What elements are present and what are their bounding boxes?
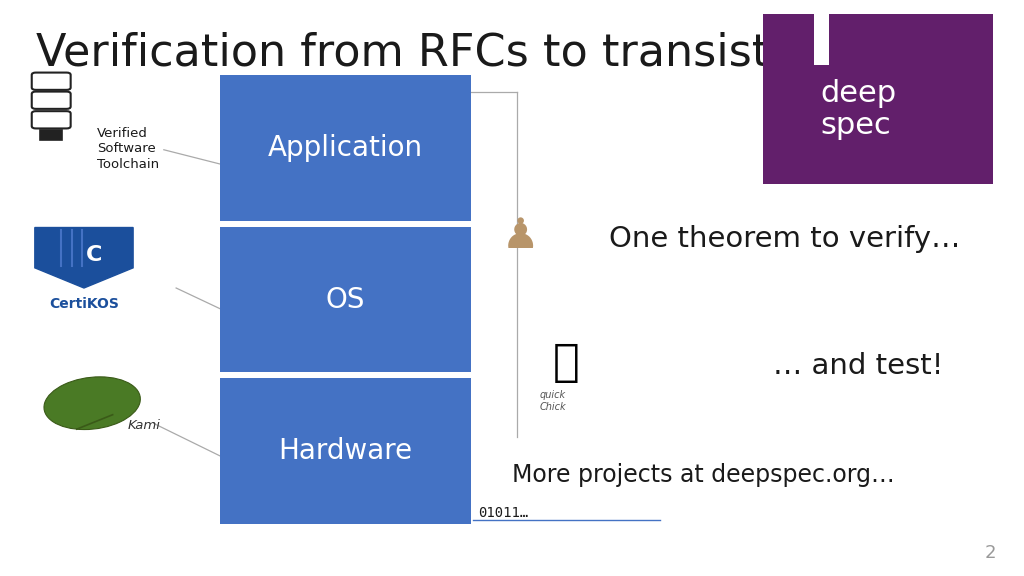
Ellipse shape xyxy=(44,377,140,430)
Text: 2: 2 xyxy=(985,544,996,562)
Bar xyxy=(220,226,471,373)
Text: Kami: Kami xyxy=(128,419,161,431)
FancyBboxPatch shape xyxy=(32,73,71,90)
Bar xyxy=(220,378,471,524)
Text: ♟: ♟ xyxy=(502,215,539,257)
Text: Hardware: Hardware xyxy=(279,437,413,465)
FancyBboxPatch shape xyxy=(32,92,71,109)
Text: One theorem to verify…: One theorem to verify… xyxy=(609,225,961,253)
Text: … and test!: … and test! xyxy=(773,352,943,380)
Bar xyxy=(220,75,471,221)
FancyBboxPatch shape xyxy=(32,111,71,128)
Text: More projects at deepspec.org…: More projects at deepspec.org… xyxy=(512,463,895,487)
Text: Application: Application xyxy=(268,134,423,162)
Text: quick
Chick: quick Chick xyxy=(540,390,566,411)
Bar xyxy=(40,130,62,140)
Text: CertiKOS: CertiKOS xyxy=(49,297,119,310)
Text: deep
spec: deep spec xyxy=(820,79,897,141)
Text: C: C xyxy=(86,245,102,264)
Polygon shape xyxy=(35,228,133,288)
Text: OS: OS xyxy=(326,286,366,313)
Text: Verified
Software
Toolchain: Verified Software Toolchain xyxy=(97,127,160,170)
Text: Verification from RFCs to transistors: Verification from RFCs to transistors xyxy=(36,32,838,75)
Text: 🐦: 🐦 xyxy=(553,342,580,384)
Bar xyxy=(763,14,993,184)
Bar xyxy=(814,14,829,66)
Text: 01011…: 01011… xyxy=(478,506,528,520)
